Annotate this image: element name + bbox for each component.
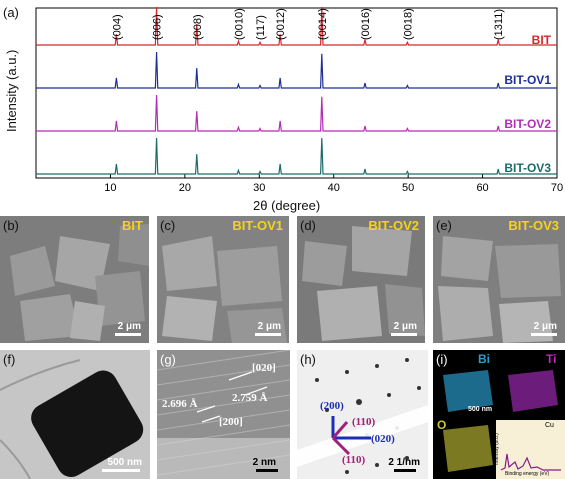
sem-image-b bbox=[0, 216, 149, 343]
panel-c-label: (c) bbox=[160, 218, 176, 233]
x-axis-label: 2θ (degree) bbox=[253, 198, 320, 213]
panel-e-label: (e) bbox=[436, 218, 452, 233]
eds-inset-xlabel: Binding energy (eV) bbox=[505, 471, 550, 477]
panel-c-title: BIT-OV1 bbox=[232, 218, 283, 233]
x-tick-label: 70 bbox=[551, 182, 563, 194]
tem-panel-f: (f) 500 nm bbox=[0, 350, 150, 479]
eds-ti-label: Ti bbox=[546, 352, 557, 366]
panel-e-title: BIT-OV3 bbox=[508, 218, 559, 233]
xrd-series-line bbox=[36, 137, 557, 175]
peak-label: (0018) bbox=[402, 8, 414, 40]
scale-bar-h bbox=[394, 469, 416, 472]
x-tick-label: 10 bbox=[104, 182, 116, 194]
saed-110-a: (110) bbox=[352, 416, 376, 428]
xrd-chart: (a) Intensity (a.u.) 2θ (degree) 10 20 30 4… bbox=[3, 5, 563, 213]
series-labels: BIT BIT-OV1 BIT-OV2 BIT-OV3 bbox=[504, 33, 551, 175]
panel-h-label: (h) bbox=[300, 352, 316, 367]
eds-cu-label: Cu bbox=[545, 422, 554, 429]
saed-020: (020) bbox=[371, 433, 395, 445]
sem-panel-b: (b) BIT 2 μm bbox=[0, 216, 149, 343]
sem-panel-d: (d) BIT-OV2 2 μm bbox=[297, 216, 425, 343]
panel-a-label: (a) bbox=[3, 5, 19, 20]
hrtem-plane-020: [020] bbox=[252, 362, 276, 374]
x-tick-label: 50 bbox=[402, 182, 414, 194]
xrd-series-group bbox=[36, 6, 557, 175]
panel-b-title: BIT bbox=[122, 218, 143, 233]
eds-scale-text: 500 nm bbox=[468, 406, 493, 413]
series-label: BIT-OV3 bbox=[504, 161, 551, 175]
sem-image-d bbox=[297, 216, 425, 343]
saed-200: (200) bbox=[320, 400, 344, 412]
saed-panel-h: (h) (200) (110) (020) (110) 2 1/nm bbox=[297, 350, 428, 479]
scale-bar-f bbox=[102, 469, 140, 472]
hrtem-plane-200: [200] bbox=[219, 416, 243, 428]
xrd-series-line bbox=[36, 94, 557, 132]
eds-maps bbox=[433, 350, 565, 479]
panel-f-label: (f) bbox=[3, 352, 16, 367]
scale-bar-e bbox=[531, 333, 557, 336]
tem-image bbox=[0, 350, 150, 479]
peak-label: (0012) bbox=[275, 8, 287, 40]
peak-label: (0016) bbox=[360, 8, 372, 40]
x-tick-label: 30 bbox=[253, 182, 265, 194]
sem-image-e bbox=[433, 216, 565, 343]
xrd-series-line bbox=[36, 6, 557, 46]
peak-label: (117) bbox=[255, 15, 267, 40]
panel-d-title: BIT-OV2 bbox=[368, 218, 419, 233]
panel-i-label: (i) bbox=[436, 352, 448, 367]
x-tick-label: 40 bbox=[328, 182, 340, 194]
peak-label: (006) bbox=[152, 14, 164, 40]
scale-bar-g bbox=[256, 469, 278, 472]
x-ticks: 10 20 30 40 50 60 70 bbox=[104, 174, 563, 194]
x-tick-label: 60 bbox=[476, 182, 488, 194]
scale-bar-d bbox=[391, 333, 417, 336]
scale-text-g: 2 nm bbox=[252, 457, 276, 468]
scale-bar-b bbox=[115, 333, 141, 336]
saed-110-b: (110) bbox=[342, 454, 366, 466]
series-label: BIT-OV2 bbox=[504, 117, 551, 131]
hrtem-image bbox=[157, 350, 290, 479]
eds-inset-ylabel: Intensity (a.u.) bbox=[493, 433, 500, 465]
hrtem-d-2759: 2.759 Å bbox=[232, 392, 268, 404]
peak-label: (0010) bbox=[233, 8, 245, 40]
peak-label: (004) bbox=[111, 14, 123, 40]
eds-o-label: O bbox=[437, 418, 447, 432]
series-label: BIT-OV1 bbox=[504, 73, 551, 87]
peak-labels: (004) (006) (008) (0010) (117) (0012) (0014) (0… bbox=[111, 8, 505, 40]
scale-text-b: 2 μm bbox=[117, 321, 141, 332]
eds-panel-i: (i) Bi Ti O 500 nm Cu Intensity (a.u.) B… bbox=[433, 350, 565, 479]
sem-panel-e: (e) BIT-OV3 2 μm bbox=[433, 216, 565, 343]
peak-label: (008) bbox=[192, 14, 204, 40]
hrtem-d-2696: 2.696 Å bbox=[162, 398, 198, 410]
peak-label: (1311) bbox=[493, 9, 505, 40]
scale-text-e: 2 μm bbox=[533, 321, 557, 332]
peak-label: (0014) bbox=[317, 8, 329, 40]
x-tick-label: 20 bbox=[179, 182, 191, 194]
scale-text-h: 2 1/nm bbox=[388, 457, 420, 468]
scale-text-f: 500 nm bbox=[107, 457, 142, 468]
scale-bar-c bbox=[255, 333, 281, 336]
panel-d-label: (d) bbox=[300, 218, 316, 233]
saed-image bbox=[297, 350, 428, 479]
panel-b-label: (b) bbox=[3, 218, 19, 233]
sem-panel-c: (c) BIT-OV1 2 μm bbox=[157, 216, 289, 343]
series-label: BIT bbox=[532, 33, 552, 47]
scale-text-d: 2 μm bbox=[393, 321, 417, 332]
xrd-series-line bbox=[36, 51, 557, 89]
sem-image-c bbox=[157, 216, 289, 343]
panel-g-label: (g) bbox=[160, 352, 176, 367]
scale-text-c: 2 μm bbox=[257, 321, 281, 332]
eds-bi-label: Bi bbox=[478, 352, 490, 366]
y-axis-label: Intensity (a.u.) bbox=[4, 50, 19, 132]
hrtem-panel-g: (g) [020] 2.759 Å 2.696 Å [200] 2 nm bbox=[157, 350, 290, 479]
